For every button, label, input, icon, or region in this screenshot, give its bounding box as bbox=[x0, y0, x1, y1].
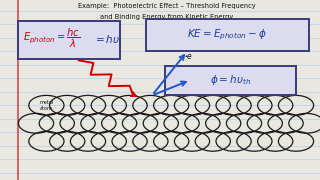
Text: $\mathit{E_{photon}} = \dfrac{hc}{\lambda}$: $\mathit{E_{photon}} = \dfrac{hc}{\lambd… bbox=[23, 27, 80, 50]
FancyBboxPatch shape bbox=[165, 66, 296, 94]
FancyBboxPatch shape bbox=[146, 19, 309, 51]
Text: and Binding Energy from Kinetic Energy: and Binding Energy from Kinetic Energy bbox=[100, 14, 233, 20]
Text: $\mathbf{\mathit{KE = E_{photon} - \phi}}$: $\mathbf{\mathit{KE = E_{photon} - \phi}… bbox=[187, 28, 267, 42]
Text: Example:  Photoelectric Effect – Threshold Frequency: Example: Photoelectric Effect – Threshol… bbox=[77, 3, 255, 9]
Text: $\mathbf{\mathit{\phi = h\upsilon_{th}}}$: $\mathbf{\mathit{\phi = h\upsilon_{th}}}… bbox=[210, 73, 251, 87]
Text: metal
atom: metal atom bbox=[39, 100, 53, 111]
Text: $= \mathbf{\mathit{h\upsilon}}$: $= \mathbf{\mathit{h\upsilon}}$ bbox=[93, 33, 120, 45]
FancyBboxPatch shape bbox=[18, 21, 120, 58]
Text: $\mathbf{\cdot}e$: $\mathbf{\cdot}e$ bbox=[184, 52, 193, 61]
